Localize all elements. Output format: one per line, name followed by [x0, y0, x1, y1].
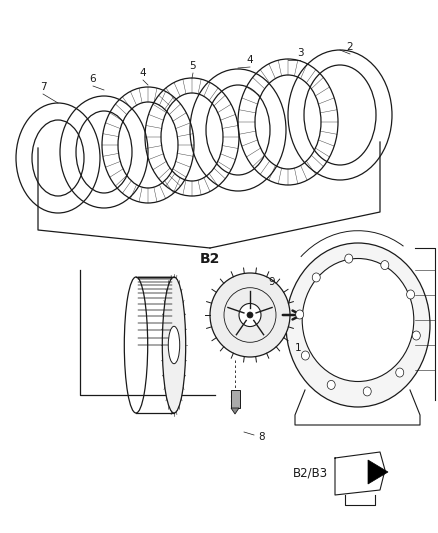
Ellipse shape — [327, 381, 335, 390]
Ellipse shape — [301, 351, 309, 360]
Ellipse shape — [168, 326, 180, 364]
Text: 7: 7 — [40, 82, 46, 92]
Ellipse shape — [412, 331, 420, 340]
Ellipse shape — [406, 290, 415, 299]
Text: B2: B2 — [200, 252, 220, 266]
Text: 5: 5 — [190, 61, 196, 71]
Text: 2: 2 — [347, 42, 353, 52]
Ellipse shape — [239, 303, 261, 327]
Ellipse shape — [162, 277, 186, 413]
Text: 1: 1 — [295, 343, 302, 353]
Ellipse shape — [396, 368, 404, 377]
Ellipse shape — [302, 259, 414, 382]
Text: 6: 6 — [90, 74, 96, 84]
Ellipse shape — [296, 310, 304, 319]
Ellipse shape — [381, 261, 389, 270]
Polygon shape — [368, 460, 388, 484]
Text: 9: 9 — [268, 277, 275, 287]
Ellipse shape — [345, 254, 353, 263]
Bar — [231, 390, 240, 408]
Ellipse shape — [247, 312, 253, 318]
Ellipse shape — [286, 243, 430, 407]
Ellipse shape — [312, 273, 320, 282]
Text: 4: 4 — [247, 55, 253, 65]
Ellipse shape — [363, 387, 371, 396]
Text: 4: 4 — [140, 68, 146, 78]
Ellipse shape — [210, 273, 290, 357]
Text: B2/B3: B2/B3 — [293, 466, 328, 480]
Polygon shape — [231, 408, 239, 414]
Text: 8: 8 — [258, 432, 265, 442]
Text: 3: 3 — [297, 48, 303, 58]
